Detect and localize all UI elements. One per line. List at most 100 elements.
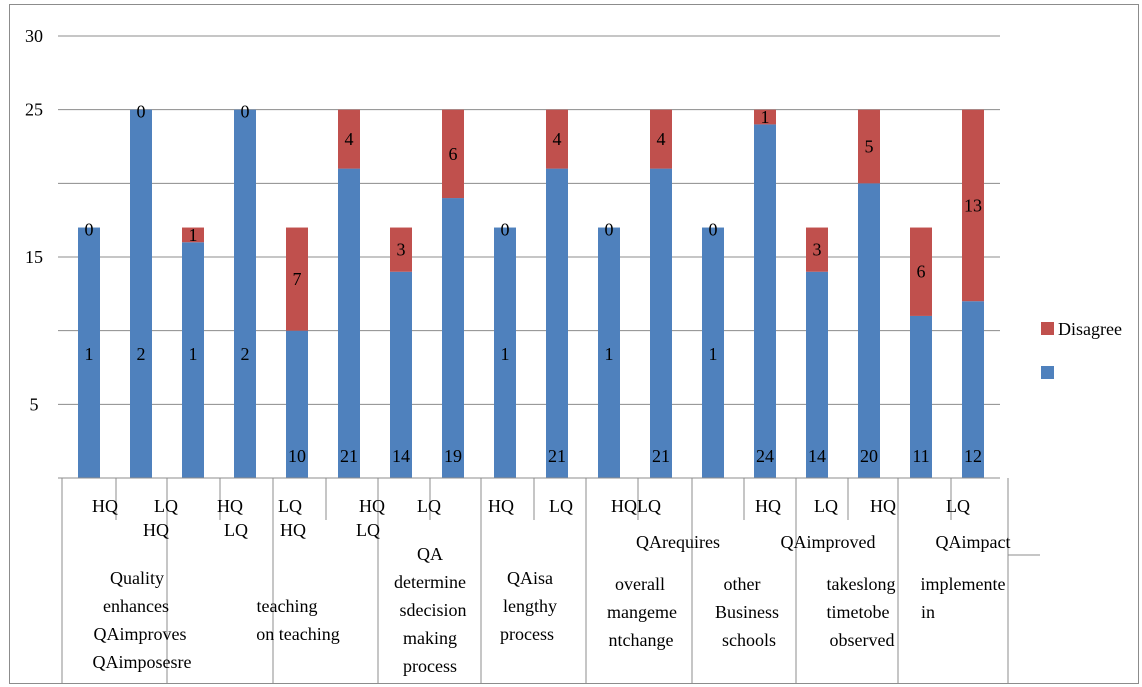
data-label-blue: 21 bbox=[340, 446, 358, 466]
bar-segment-blue bbox=[858, 183, 880, 479]
bar-segment-blue bbox=[910, 315, 932, 478]
bar-segment-blue bbox=[78, 227, 100, 478]
category-description: enhances bbox=[103, 596, 169, 616]
data-label-disagree: 7 bbox=[293, 269, 302, 289]
category-description: timetobe bbox=[827, 602, 890, 622]
bar-segment-blue bbox=[130, 109, 152, 479]
category-description: QAimproved bbox=[781, 532, 876, 552]
data-label-disagree: 0 bbox=[241, 102, 250, 122]
category-description: on teaching bbox=[256, 624, 339, 644]
data-label-blue: 12 bbox=[964, 446, 982, 466]
hq-lq-label: HQ bbox=[755, 496, 781, 516]
data-label-blue: 14 bbox=[808, 446, 826, 466]
category-description: ntchange bbox=[609, 630, 674, 650]
data-label-disagree: 1 bbox=[189, 225, 198, 245]
hq-lq-label: LQ bbox=[946, 496, 970, 516]
data-label-blue: 2 bbox=[137, 344, 146, 364]
hq-lq-label: LQ bbox=[154, 496, 178, 516]
y-tick-label: 25 bbox=[25, 100, 43, 120]
category-description: QAimposesre bbox=[93, 652, 192, 672]
data-label-disagree: 3 bbox=[813, 240, 822, 260]
data-label-disagree: 3 bbox=[397, 240, 406, 260]
data-label-blue: 2 bbox=[241, 344, 250, 364]
data-label-blue: 20 bbox=[860, 446, 878, 466]
data-label-blue: 1 bbox=[605, 344, 614, 364]
bar-segment-disagree bbox=[286, 227, 308, 331]
data-label-blue: 24 bbox=[756, 446, 774, 466]
category-description: other bbox=[724, 574, 761, 594]
data-label-disagree: 6 bbox=[917, 262, 926, 282]
bar-segment-disagree bbox=[390, 227, 412, 272]
category-description: QAimpact bbox=[936, 532, 1011, 552]
bar-segment-blue bbox=[338, 168, 360, 478]
hq-lq-label: LQ bbox=[224, 520, 248, 540]
category-description: Business bbox=[715, 602, 779, 622]
category-description: sdecision bbox=[400, 600, 467, 620]
category-description: in bbox=[921, 602, 935, 622]
hq-lq-label: LQ bbox=[278, 496, 302, 516]
category-description: QAimproves bbox=[94, 624, 187, 644]
bar-segment-blue bbox=[546, 168, 568, 478]
data-label-disagree: 13 bbox=[964, 195, 982, 215]
hq-lq-label: LQ bbox=[417, 496, 441, 516]
category-description: process bbox=[403, 656, 457, 676]
y-tick-label: 30 bbox=[25, 26, 43, 46]
data-label-disagree: 5 bbox=[865, 137, 874, 157]
bar-segment-blue bbox=[650, 168, 672, 478]
bar-segment-blue bbox=[286, 330, 308, 478]
data-label-disagree: 4 bbox=[553, 129, 562, 149]
data-label-disagree: 1 bbox=[761, 107, 770, 127]
category-description: mangeme bbox=[607, 602, 677, 622]
bar-segment-blue bbox=[234, 109, 256, 479]
bar-segment-blue bbox=[702, 227, 724, 478]
data-label-disagree: 0 bbox=[605, 220, 614, 240]
legend-swatch-blue bbox=[1041, 366, 1054, 379]
category-description: schools bbox=[722, 630, 776, 650]
bar-segment-disagree bbox=[650, 109, 672, 169]
data-label-blue: 14 bbox=[392, 446, 410, 466]
y-tick-label: 5 bbox=[30, 394, 39, 414]
data-label-disagree: 4 bbox=[345, 129, 354, 149]
bar-segment-disagree bbox=[442, 109, 464, 199]
data-label-disagree: 6 bbox=[449, 144, 458, 164]
data-label-blue: 1 bbox=[709, 344, 718, 364]
category-description: process bbox=[500, 624, 554, 644]
category-description: implemente bbox=[921, 574, 1006, 594]
bar-segment-disagree bbox=[754, 109, 776, 125]
bar-segment-blue bbox=[494, 227, 516, 478]
bar-segment-blue bbox=[754, 124, 776, 479]
data-label-blue: 19 bbox=[444, 446, 462, 466]
category-description: making bbox=[403, 628, 457, 648]
category-description: QArequires bbox=[636, 532, 720, 552]
hq-lq-label: HQ bbox=[359, 496, 385, 516]
bar-segment-disagree bbox=[546, 109, 568, 169]
category-description: teaching bbox=[257, 596, 318, 616]
legend-label-disagree: Disagree bbox=[1058, 319, 1122, 339]
bar-segment-disagree bbox=[910, 227, 932, 316]
data-label-disagree: 0 bbox=[137, 102, 146, 122]
data-label-blue: 11 bbox=[912, 446, 929, 466]
data-label-blue: 1 bbox=[501, 344, 510, 364]
bar-segment-disagree bbox=[338, 109, 360, 169]
hq-lq-label: HQ bbox=[217, 496, 243, 516]
bar-segment-blue bbox=[962, 301, 984, 478]
data-label-blue: 21 bbox=[652, 446, 670, 466]
bar-segment-blue bbox=[442, 198, 464, 479]
hq-lq-label: HQ bbox=[92, 496, 118, 516]
legend-swatch-disagree bbox=[1041, 322, 1054, 335]
category-description: overall bbox=[615, 574, 665, 594]
data-label-disagree: 4 bbox=[657, 129, 666, 149]
category-description: Quality bbox=[110, 568, 164, 588]
data-label-disagree: 0 bbox=[85, 220, 94, 240]
bar-segment-disagree bbox=[806, 227, 828, 272]
bar-segment-blue bbox=[598, 227, 620, 478]
category-description: determine bbox=[394, 572, 466, 592]
data-label-disagree: 0 bbox=[501, 220, 510, 240]
bar-segment-blue bbox=[182, 242, 204, 478]
hq-lq-label: LQ bbox=[549, 496, 573, 516]
hq-lq-label: HQ bbox=[870, 496, 896, 516]
category-description: takeslong bbox=[827, 574, 896, 594]
bar-segment-disagree bbox=[858, 109, 880, 184]
bar-segment-blue bbox=[806, 271, 828, 478]
